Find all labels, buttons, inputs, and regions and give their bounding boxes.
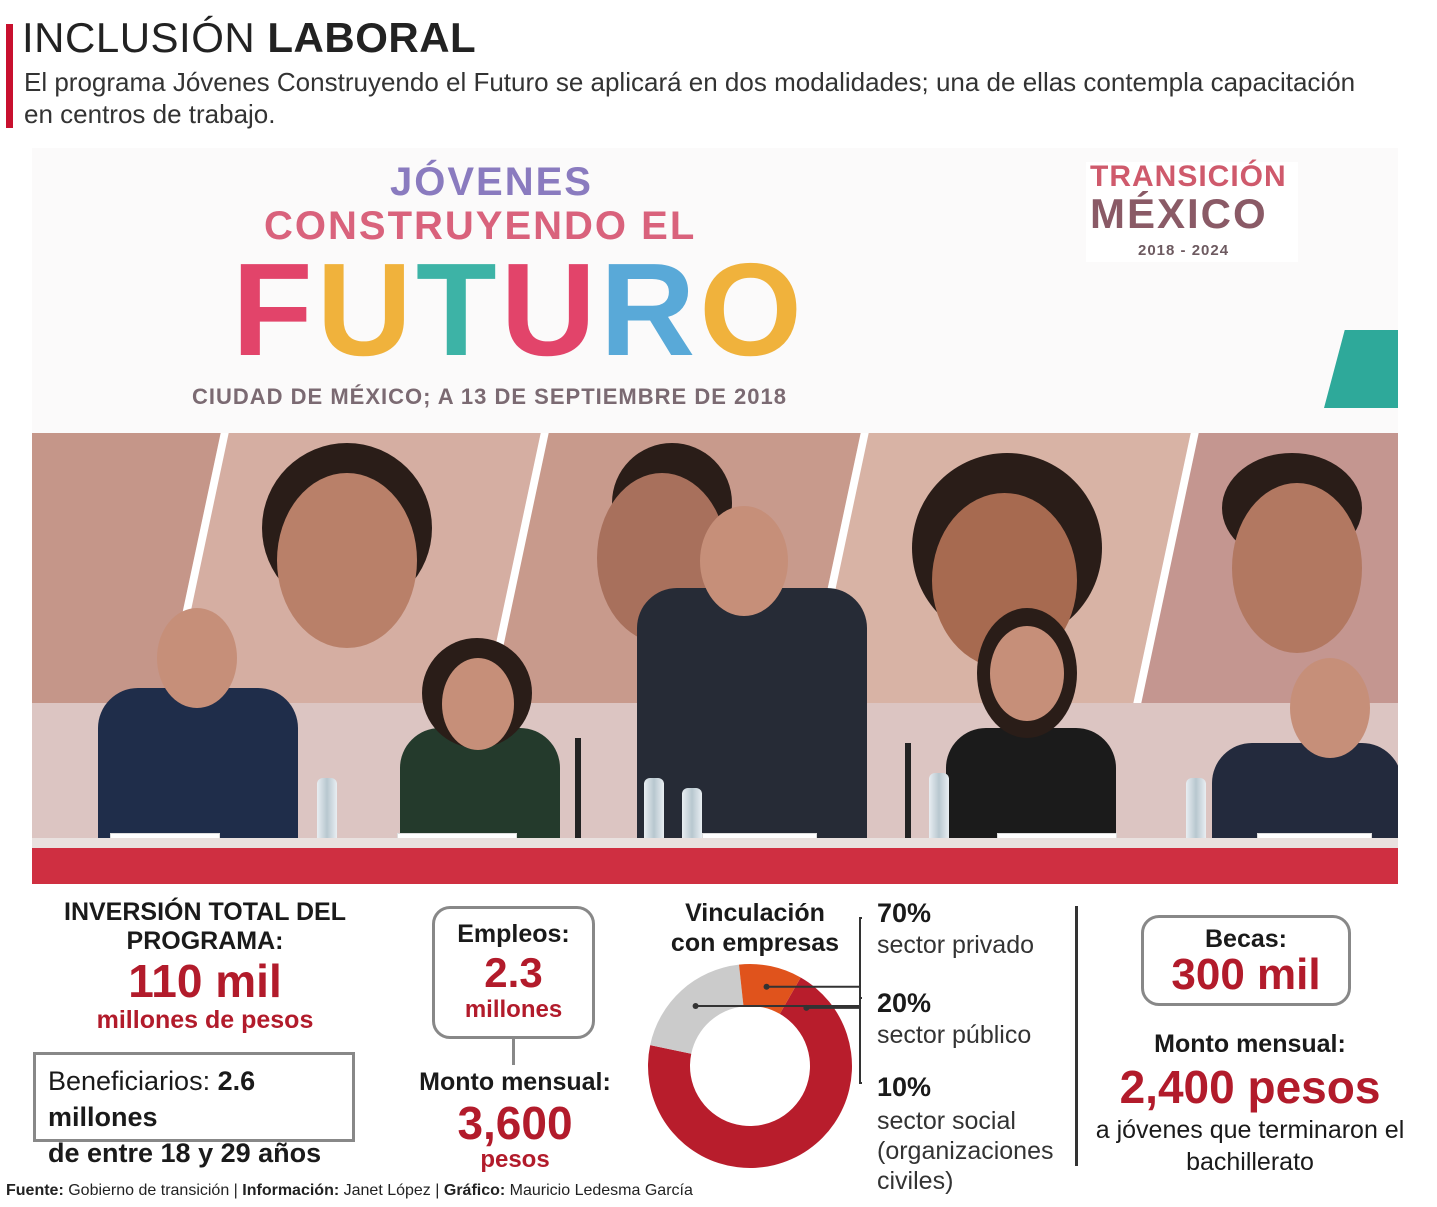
logo-letter: O [699,236,806,383]
header-accent-bar [6,24,13,128]
logo-letter: F [232,236,317,383]
donut-slice-social [738,964,801,1014]
segment-pct-private: 70% [877,898,932,928]
jobs-unit: millones [464,996,563,1023]
leader-dot [763,983,770,990]
leader-line [806,917,862,1009]
water-bottle [317,778,337,848]
scholarships-value: 300 mil [1171,950,1321,999]
source-credits: Fuente: Gobierno de transición | Informa… [6,1182,693,1200]
linkage-donut-chart [648,917,862,1168]
jobs-monthly-value: 3,600 [457,1097,573,1149]
scholarships-label: Becas: [1205,925,1287,953]
water-bottle [1186,778,1206,848]
segment-desc-private: sector privado [877,931,1035,959]
person-four-head [990,626,1064,721]
person-left-head [157,608,237,708]
investment-unit: millones de pesos [96,1006,314,1034]
jobs-monthly-label: Monto mensual: [419,1068,611,1096]
investment-value: 110 mil [128,955,282,1007]
donut-slice-private [648,977,852,1168]
jobs-connector-line [512,1039,515,1065]
person-right-head [1290,658,1370,758]
logo-letter: T [415,236,501,383]
page-subtitle: El programa Jóvenes Construyendo el Futu… [24,67,1356,129]
beneficiaries-value: 2.6 millones [48,1066,256,1132]
graphic-label: Gráfico: [443,1182,506,1199]
water-bottle [929,773,949,848]
beneficiaries-label: Beneficiarios: [48,1066,211,1096]
scholarships-monthly-label: Monto mensual: [1154,1030,1346,1058]
logo-letter: U [500,236,600,383]
logo-city-date: CIUDAD DE MÉXICO; A 13 DE SEPTIEMBRE DE … [192,384,787,409]
transition-years: 2018 - 2024 [1138,242,1230,259]
transition-logo-bg [1086,162,1298,262]
linkage-title: Vinculación con empresas [670,899,840,957]
leader-line [766,985,862,1084]
teal-accent-shape [1324,330,1398,408]
logo-line1: JÓVENES [390,160,593,204]
backdrop-face [277,473,417,648]
event-banner: JÓVENES CONSTRUYENDO EL FUTURO CIUDAD DE… [32,148,1398,433]
credit-separator: | [233,1182,238,1199]
graphic-value: Mauricio Ledesma García [509,1182,693,1199]
scholarships-monthly-value: 2,400 pesos [1119,1061,1381,1113]
person-center-head [700,506,788,616]
jobs-box [432,906,595,1039]
scholarships-monthly-desc: a jóvenes que terminaron el bachillerato [1095,1116,1405,1176]
segment-pct-social: 10% [877,1072,932,1102]
donut-slice-public [650,964,744,1054]
transition-line1: TRANSICIÓN [1090,160,1287,193]
segment-desc-social: sector social (organizaciones civiles) [877,1107,1054,1195]
beneficiaries-age-range: de entre 18 y 29 años [48,1138,322,1168]
page-title: INCLUSIÓN LABORAL [22,12,476,64]
logo-line2: CONSTRUYENDO EL [264,204,697,248]
investment-label: INVERSIÓN TOTAL DEL PROGRAMA: [64,898,346,955]
water-bottle [682,788,702,848]
segment-desc-public: sector público [877,1021,1032,1049]
logo-letter: U [316,236,416,383]
backdrop-face [1232,483,1362,653]
person-left-suit [98,688,298,858]
source-label: Fuente: [6,1182,64,1199]
title-bold: LABORAL [267,14,477,61]
jobs-monthly-unit: pesos [480,1146,550,1173]
event-photo: JÓVENES CONSTRUYENDO EL FUTURO CIUDAD DE… [32,148,1398,884]
transition-line2: MÉXICO [1090,190,1268,237]
microphone [575,738,581,848]
info-label: Información: [242,1182,340,1199]
jobs-label: Empleos: [457,920,570,948]
source-value: Gobierno de transición [68,1182,230,1199]
credit-separator: | [435,1182,440,1199]
section-divider [1075,906,1078,1166]
scholarships-box [1141,915,1351,1006]
logo-futuro: FUTURO [232,240,806,380]
backdrop-faces [32,433,1398,703]
microphone [905,743,911,848]
jobs-value: 2.3 [484,949,543,996]
beneficiaries-box: Beneficiarios: 2.6 millones de entre 18 … [33,1052,355,1168]
water-bottle [644,778,664,848]
title-light: INCLUSIÓN [22,14,256,61]
person-center-suit [637,588,867,858]
logo-letter: R [599,236,700,383]
presidium-table [32,848,1398,884]
info-value: Janet López [343,1182,431,1199]
person-two-head [442,658,514,750]
segment-pct-public: 20% [877,988,932,1018]
table-edge [32,838,1398,850]
